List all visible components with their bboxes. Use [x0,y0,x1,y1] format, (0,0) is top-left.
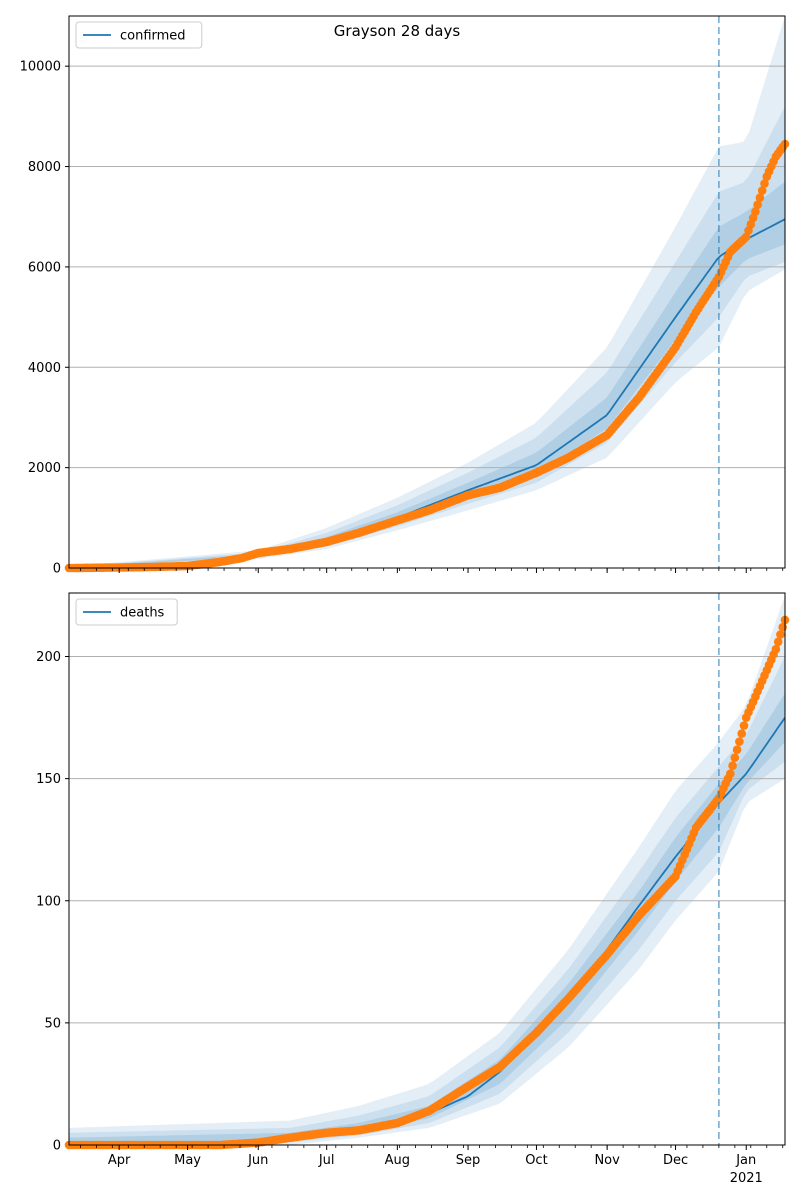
observed-point [732,745,742,754]
observed-point [751,207,760,216]
legend-box [75,598,178,626]
y-tick-label: 200 [36,650,61,665]
y-tick-label: 0 [53,562,61,577]
x-tick-label: Oct [525,1153,547,1168]
x-tick-label: Jan [735,1153,756,1168]
y-tick-label: 8000 [28,160,61,175]
observed-point [771,644,781,654]
y-tick-label: 6000 [28,260,61,275]
observed-point [739,721,749,730]
x-tick-label: Jul [318,1153,335,1168]
observed-point [728,761,737,770]
uncertainty-band [69,595,785,1145]
legend-label: confirmed [120,29,186,44]
observed-point [755,193,765,202]
figure-title: Grayson 28 days [334,22,461,40]
uncertainty-band [69,181,785,568]
y-tick-label: 10000 [20,60,61,75]
legend-label: deaths [120,606,165,621]
confirmed-panel: 0 2000 4000 6000 8000 10000 confirmed [20,15,790,577]
x-tick-label: Sep [456,1153,481,1168]
observed-point [773,637,783,647]
observed-point [726,769,735,778]
observed-point [737,729,746,738]
observed-point [776,630,785,639]
deaths-panel: 0 50 100 150 200 Apr May Jun Jul Aug Sep Oct Nov Dec J… [36,592,790,1186]
axes-frame [68,592,786,1146]
uncertainty-band [69,693,785,1145]
observed-point [778,622,787,632]
x-year-label: 2021 [730,1171,763,1186]
model-line [68,717,786,1146]
x-tick-label: Jun [247,1153,268,1168]
x-tick-label: Aug [385,1153,410,1168]
x-tick-label: Dec [663,1153,688,1168]
legend-box [75,21,203,49]
y-tick-label: 2000 [28,461,61,476]
y-tick-label: 0 [53,1139,61,1154]
y-tick-label: 150 [36,772,61,787]
x-tick-label: Apr [108,1153,131,1168]
observed-point [753,200,762,209]
axes-frame [68,15,786,569]
y-tick-label: 100 [36,894,61,909]
uncertainty-band [69,106,785,569]
observed-point [730,753,740,762]
y-tick-label: 4000 [28,361,61,376]
x-tick-label: Nov [594,1153,620,1168]
observed-point [757,186,767,195]
x-tick-label: May [174,1153,201,1168]
y-tick-label: 50 [44,1016,61,1031]
observed-point [735,737,744,746]
observed-point [760,179,769,188]
